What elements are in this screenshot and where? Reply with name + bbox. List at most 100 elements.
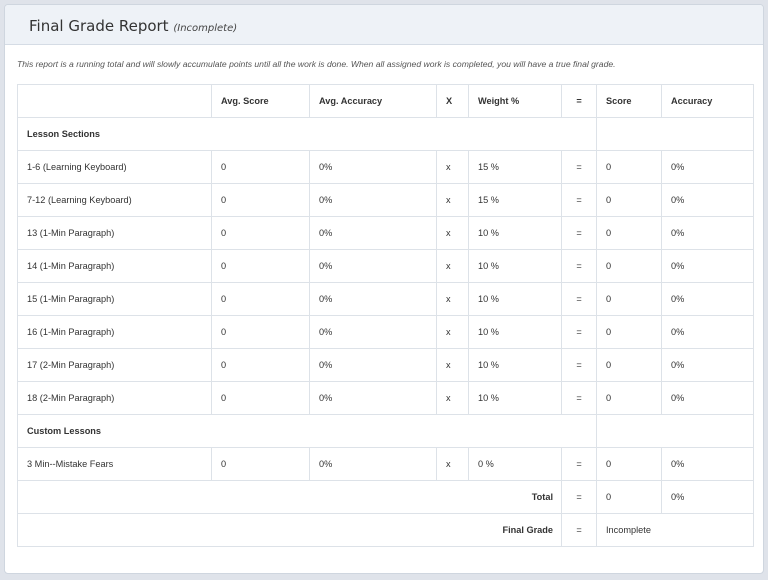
- total-score: 0: [596, 480, 662, 514]
- score: 0: [596, 315, 662, 349]
- weight: 10 %: [468, 381, 562, 415]
- lesson-name: 15 (1-Min Paragraph): [17, 282, 212, 316]
- equals-sign: =: [561, 249, 597, 283]
- weight: 10 %: [468, 348, 562, 382]
- score: 0: [596, 348, 662, 382]
- column-header-score: Score: [596, 84, 662, 118]
- weight: 0 %: [468, 447, 562, 481]
- accuracy: 0%: [661, 282, 754, 316]
- table-row: 15 (1-Min Paragraph) 0 0% x 10 % = 0 0%: [17, 282, 754, 316]
- equals-sign: =: [561, 216, 597, 250]
- avg-accuracy: 0%: [309, 282, 437, 316]
- lesson-name: 14 (1-Min Paragraph): [17, 249, 212, 283]
- section-row-custom-lessons: Custom Lessons: [17, 414, 754, 448]
- table-row: 16 (1-Min Paragraph) 0 0% x 10 % = 0 0%: [17, 315, 754, 349]
- score: 0: [596, 381, 662, 415]
- accuracy: 0%: [661, 348, 754, 382]
- column-header-accuracy: Accuracy: [661, 84, 754, 118]
- multiply-sign: x: [436, 249, 469, 283]
- multiply-sign: x: [436, 216, 469, 250]
- weight: 10 %: [468, 282, 562, 316]
- final-grade-label: Final Grade: [17, 513, 562, 547]
- multiply-sign: x: [436, 315, 469, 349]
- equals-sign: =: [561, 447, 597, 481]
- weight: 10 %: [468, 249, 562, 283]
- lesson-name: 7-12 (Learning Keyboard): [17, 183, 212, 217]
- column-header-avg-score: Avg. Score: [211, 84, 310, 118]
- weight: 10 %: [468, 315, 562, 349]
- avg-score: 0: [211, 348, 310, 382]
- total-label: Total: [17, 480, 562, 514]
- section-label-custom-lessons: Custom Lessons: [17, 414, 597, 448]
- equals-sign: =: [561, 150, 597, 184]
- grade-status: (Incomplete): [173, 23, 238, 34]
- section-row-lesson-sections: Lesson Sections: [17, 117, 754, 151]
- table-row: 14 (1-Min Paragraph) 0 0% x 10 % = 0 0%: [17, 249, 754, 283]
- equals-sign: =: [561, 480, 597, 514]
- equals-sign: =: [561, 315, 597, 349]
- score: 0: [596, 216, 662, 250]
- accuracy: 0%: [661, 315, 754, 349]
- table-row: 17 (2-Min Paragraph) 0 0% x 10 % = 0 0%: [17, 348, 754, 382]
- panel-header: Final Grade Report (Incomplete): [5, 5, 763, 45]
- accuracy: 0%: [661, 216, 754, 250]
- accuracy: 0%: [661, 447, 754, 481]
- avg-accuracy: 0%: [309, 447, 437, 481]
- avg-accuracy: 0%: [309, 381, 437, 415]
- equals-sign: =: [561, 183, 597, 217]
- column-header-x: X: [436, 84, 469, 118]
- accuracy: 0%: [661, 183, 754, 217]
- final-grade-row: Final Grade = Incomplete: [17, 513, 754, 547]
- weight: 15 %: [468, 150, 562, 184]
- score: 0: [596, 150, 662, 184]
- accuracy: 0%: [661, 381, 754, 415]
- multiply-sign: x: [436, 447, 469, 481]
- score: 0: [596, 183, 662, 217]
- equals-sign: =: [561, 513, 597, 547]
- avg-accuracy: 0%: [309, 348, 437, 382]
- avg-score: 0: [211, 183, 310, 217]
- table-row: 1-6 (Learning Keyboard) 0 0% x 15 % = 0 …: [17, 150, 754, 184]
- accuracy: 0%: [661, 150, 754, 184]
- avg-score: 0: [211, 216, 310, 250]
- column-header-weight: Weight %: [468, 84, 562, 118]
- section-spacer: [596, 117, 754, 151]
- avg-accuracy: 0%: [309, 315, 437, 349]
- avg-score: 0: [211, 381, 310, 415]
- avg-score: 0: [211, 150, 310, 184]
- avg-score: 0: [211, 282, 310, 316]
- table-row: 7-12 (Learning Keyboard) 0 0% x 15 % = 0…: [17, 183, 754, 217]
- multiply-sign: x: [436, 282, 469, 316]
- score: 0: [596, 447, 662, 481]
- multiply-sign: x: [436, 348, 469, 382]
- equals-sign: =: [561, 282, 597, 316]
- score: 0: [596, 249, 662, 283]
- equals-sign: =: [561, 381, 597, 415]
- weight: 15 %: [468, 183, 562, 217]
- final-grade-panel: Final Grade Report (Incomplete) This rep…: [4, 4, 764, 574]
- lesson-name: 18 (2-Min Paragraph): [17, 381, 212, 415]
- section-label-lesson-sections: Lesson Sections: [17, 117, 597, 151]
- avg-accuracy: 0%: [309, 150, 437, 184]
- multiply-sign: x: [436, 381, 469, 415]
- report-description: This report is a running total and will …: [17, 59, 616, 69]
- multiply-sign: x: [436, 150, 469, 184]
- avg-score: 0: [211, 249, 310, 283]
- avg-score: 0: [211, 447, 310, 481]
- table-row: 3 Min--Mistake Fears 0 0% x 0 % = 0 0%: [17, 447, 754, 481]
- avg-accuracy: 0%: [309, 249, 437, 283]
- column-header-lesson: [17, 84, 212, 118]
- multiply-sign: x: [436, 183, 469, 217]
- avg-score: 0: [211, 315, 310, 349]
- lesson-name: 13 (1-Min Paragraph): [17, 216, 212, 250]
- weight: 10 %: [468, 216, 562, 250]
- grade-table: Avg. Score Avg. Accuracy X Weight % = Sc…: [17, 84, 754, 547]
- lesson-name: 3 Min--Mistake Fears: [17, 447, 212, 481]
- table-header-row: Avg. Score Avg. Accuracy X Weight % = Sc…: [17, 84, 754, 118]
- lesson-name: 16 (1-Min Paragraph): [17, 315, 212, 349]
- score: 0: [596, 282, 662, 316]
- total-row: Total = 0 0%: [17, 480, 754, 514]
- accuracy: 0%: [661, 249, 754, 283]
- equals-sign: =: [561, 348, 597, 382]
- section-spacer: [596, 414, 754, 448]
